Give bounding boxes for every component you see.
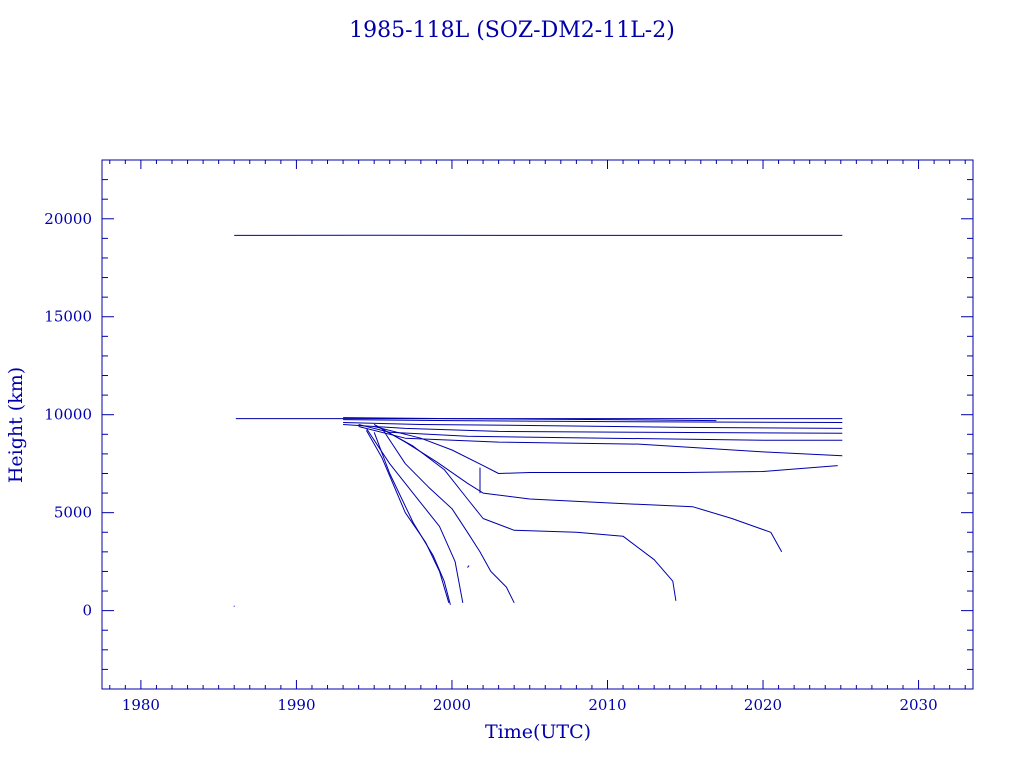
series-line-17: [467, 565, 470, 568]
y-tick-label: 10000: [44, 406, 92, 424]
series-line-6: [343, 424, 843, 434]
y-tick-label: 15000: [44, 308, 92, 326]
x-tick-label: 1990: [277, 696, 315, 714]
series-line-9: [374, 426, 838, 474]
series-line-10: [373, 424, 783, 553]
y-tick-label: 5000: [54, 504, 92, 522]
series-line-5: [343, 422, 843, 429]
y-axis-label: Height (km): [5, 367, 27, 483]
series-line-8: [358, 426, 843, 457]
x-axis-label: Time(UTC): [485, 721, 591, 743]
series-line-12: [381, 428, 515, 604]
series-line-13: [365, 428, 464, 603]
x-tick-label: 2000: [433, 696, 471, 714]
y-tick-label: 20000: [44, 210, 92, 228]
series-line-3: [343, 417, 717, 422]
series-line-4: [343, 419, 843, 423]
series-layer: [233, 234, 843, 607]
y-tick-label: 0: [82, 602, 92, 620]
plot-frame: [101, 159, 974, 690]
x-tick-label: 1980: [122, 696, 160, 714]
x-axis-ticks: 1980 1990 2000 2010 2020 2030: [109, 160, 966, 714]
series-line-7: [358, 424, 843, 441]
y-axis-ticks: 0 5000 10000 15000 20000: [44, 159, 973, 690]
x-tick-label: 2020: [744, 696, 782, 714]
series-line-11: [373, 424, 677, 601]
series-line-15: [373, 432, 451, 605]
series-line-14: [365, 430, 450, 603]
chart-title: 1985-118L (SOZ-DM2-11L-2): [349, 18, 675, 43]
x-tick-label: 2030: [899, 696, 937, 714]
x-tick-label: 2010: [588, 696, 626, 714]
